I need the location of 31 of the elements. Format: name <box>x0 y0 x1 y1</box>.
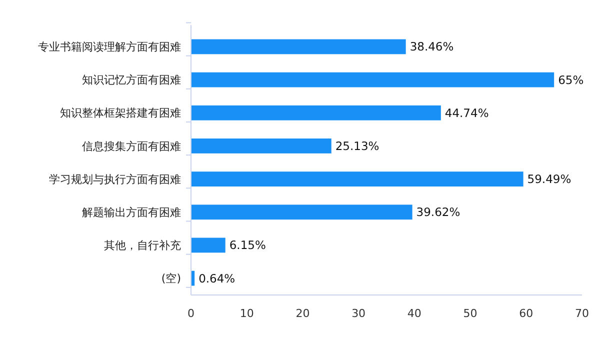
x-tick-label: 10 <box>240 307 254 320</box>
x-tick-label: 60 <box>519 307 534 320</box>
x-tick-label: 40 <box>407 307 422 320</box>
y-tick-label: 解题输出方面有困难 <box>82 206 181 219</box>
x-tick-label: 30 <box>352 307 366 320</box>
y-tick-label: 知识整体框架搭建有困难 <box>60 106 181 120</box>
y-tick-label: 学习规划与执行方面有困难 <box>49 172 181 186</box>
data-label: 59.49% <box>527 172 572 186</box>
data-label: 25.13% <box>335 138 380 153</box>
x-tick-label: 50 <box>463 307 478 320</box>
data-label: 6.15% <box>229 238 266 252</box>
data-label: 65% <box>558 72 584 87</box>
bar <box>191 138 332 154</box>
bar <box>191 238 226 253</box>
y-tick-label: 知识记忆方面有困难 <box>82 74 181 87</box>
x-tick-label: 0 <box>188 307 194 320</box>
data-label: 44.74% <box>444 106 489 120</box>
x-tick-label: 20 <box>296 307 310 320</box>
bar <box>191 72 554 88</box>
y-tick-label: 信息搜集方面有困难 <box>82 140 181 153</box>
y-tick-label: 专业书籍阅读理解方面有困难 <box>38 40 181 54</box>
y-tick-label: 其他，自行补充 <box>104 239 181 252</box>
bar <box>191 105 441 120</box>
data-label: 38.46% <box>410 40 454 54</box>
bar <box>191 39 406 54</box>
bar <box>191 204 412 220</box>
x-tick-label: 70 <box>575 307 589 320</box>
bar <box>191 172 524 186</box>
data-label: 0.64% <box>198 271 236 286</box>
data-label: 39.62% <box>416 205 460 220</box>
y-tick-label: (空) <box>161 272 181 286</box>
